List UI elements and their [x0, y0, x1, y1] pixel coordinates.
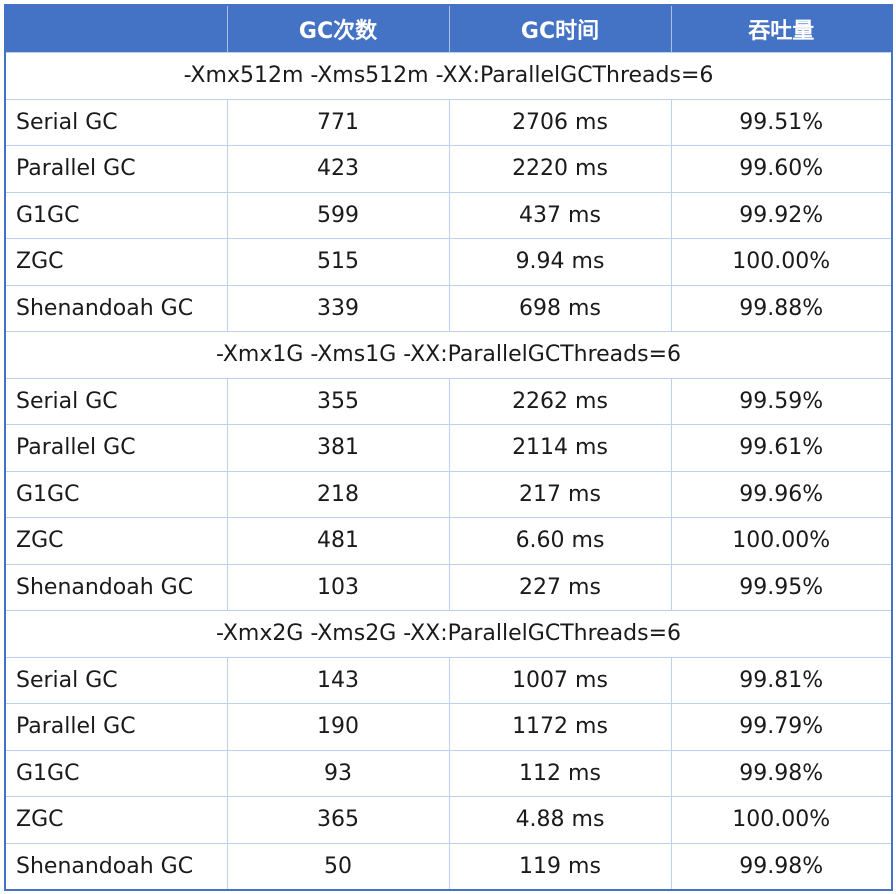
table-row: Shenandoah GC 50 119 ms 99.98% [4, 842, 893, 891]
header-gc-count: GC次数 [226, 5, 450, 53]
gc-comparison-table: GC次数 GC时间 吞吐量 -Xmx512m -Xms512m -XX:Para… [4, 4, 893, 891]
table-row: Shenandoah GC 339 698 ms 99.88% [4, 284, 893, 332]
group-title: -Xmx1G -Xms1G -XX:ParallelGCThreads=6 [4, 331, 893, 379]
throughput-cell: 99.92% [670, 191, 893, 239]
group-title: -Xmx2G -Xms2G -XX:ParallelGCThreads=6 [4, 610, 893, 658]
table-row: Parallel GC 190 1172 ms 99.79% [4, 703, 893, 751]
throughput-cell: 99.98% [670, 749, 893, 797]
gc-name-cell: Serial GC [4, 656, 228, 704]
table-row: ZGC 515 9.94 ms 100.00% [4, 238, 893, 286]
gc-time-cell: 437 ms [448, 191, 672, 239]
gc-time-cell: 6.60 ms [448, 517, 672, 565]
table-row: Parallel GC 381 2114 ms 99.61% [4, 424, 893, 472]
gc-name-cell: Parallel GC [4, 145, 228, 193]
gc-count-cell: 481 [226, 517, 450, 565]
group-title-row: -Xmx512m -Xms512m -XX:ParallelGCThreads=… [4, 52, 893, 100]
gc-time-cell: 1007 ms [448, 656, 672, 704]
gc-time-cell: 2220 ms [448, 145, 672, 193]
gc-time-cell: 2114 ms [448, 424, 672, 472]
throughput-cell: 99.59% [670, 377, 893, 425]
gc-name-cell: G1GC [4, 191, 228, 239]
table-row: ZGC 481 6.60 ms 100.00% [4, 517, 893, 565]
gc-time-cell: 2706 ms [448, 98, 672, 146]
header-throughput: 吞吐量 [670, 5, 893, 53]
gc-time-cell: 698 ms [448, 284, 672, 332]
gc-count-cell: 50 [226, 842, 450, 891]
table-row: Serial GC 771 2706 ms 99.51% [4, 98, 893, 146]
gc-name-cell: G1GC [4, 470, 228, 518]
gc-time-cell: 2262 ms [448, 377, 672, 425]
throughput-cell: 99.81% [670, 656, 893, 704]
table-row: G1GC 93 112 ms 99.98% [4, 749, 893, 797]
gc-time-cell: 112 ms [448, 749, 672, 797]
throughput-cell: 99.88% [670, 284, 893, 332]
gc-name-cell: Parallel GC [4, 703, 228, 751]
gc-time-cell: 227 ms [448, 563, 672, 611]
gc-count-cell: 365 [226, 796, 450, 844]
gc-comparison-table-wrapper: GC次数 GC时间 吞吐量 -Xmx512m -Xms512m -XX:Para… [4, 4, 893, 891]
table-row: G1GC 218 217 ms 99.96% [4, 470, 893, 518]
table-row: Shenandoah GC 103 227 ms 99.95% [4, 563, 893, 611]
header-blank [4, 5, 228, 53]
gc-time-cell: 119 ms [448, 842, 672, 891]
throughput-cell: 100.00% [670, 517, 893, 565]
table-row: ZGC 365 4.88 ms 100.00% [4, 796, 893, 844]
group-title-row: -Xmx1G -Xms1G -XX:ParallelGCThreads=6 [4, 331, 893, 379]
throughput-cell: 99.61% [670, 424, 893, 472]
gc-name-cell: ZGC [4, 796, 228, 844]
gc-count-cell: 190 [226, 703, 450, 751]
group-title: -Xmx512m -Xms512m -XX:ParallelGCThreads=… [4, 52, 893, 100]
table-row: Serial GC 143 1007 ms 99.81% [4, 656, 893, 704]
table-row: Parallel GC 423 2220 ms 99.60% [4, 145, 893, 193]
gc-name-cell: ZGC [4, 517, 228, 565]
table-header-row: GC次数 GC时间 吞吐量 [4, 5, 893, 53]
gc-time-cell: 1172 ms [448, 703, 672, 751]
throughput-cell: 100.00% [670, 238, 893, 286]
gc-name-cell: ZGC [4, 238, 228, 286]
gc-name-cell: Serial GC [4, 98, 228, 146]
gc-name-cell: Shenandoah GC [4, 284, 228, 332]
gc-count-cell: 93 [226, 749, 450, 797]
gc-name-cell: Parallel GC [4, 424, 228, 472]
table-body: -Xmx512m -Xms512m -XX:ParallelGCThreads=… [4, 52, 893, 891]
table-row: G1GC 599 437 ms 99.92% [4, 191, 893, 239]
gc-count-cell: 599 [226, 191, 450, 239]
throughput-cell: 99.51% [670, 98, 893, 146]
gc-count-cell: 515 [226, 238, 450, 286]
table-row: Serial GC 355 2262 ms 99.59% [4, 377, 893, 425]
gc-count-cell: 143 [226, 656, 450, 704]
gc-time-cell: 4.88 ms [448, 796, 672, 844]
group-title-row: -Xmx2G -Xms2G -XX:ParallelGCThreads=6 [4, 610, 893, 658]
gc-name-cell: G1GC [4, 749, 228, 797]
gc-count-cell: 339 [226, 284, 450, 332]
gc-name-cell: Shenandoah GC [4, 842, 228, 891]
gc-time-cell: 9.94 ms [448, 238, 672, 286]
gc-count-cell: 355 [226, 377, 450, 425]
gc-time-cell: 217 ms [448, 470, 672, 518]
gc-count-cell: 381 [226, 424, 450, 472]
throughput-cell: 99.79% [670, 703, 893, 751]
gc-name-cell: Serial GC [4, 377, 228, 425]
gc-count-cell: 218 [226, 470, 450, 518]
gc-count-cell: 103 [226, 563, 450, 611]
throughput-cell: 99.98% [670, 842, 893, 891]
gc-count-cell: 423 [226, 145, 450, 193]
throughput-cell: 99.95% [670, 563, 893, 611]
gc-name-cell: Shenandoah GC [4, 563, 228, 611]
throughput-cell: 99.60% [670, 145, 893, 193]
gc-count-cell: 771 [226, 98, 450, 146]
throughput-cell: 100.00% [670, 796, 893, 844]
throughput-cell: 99.96% [670, 470, 893, 518]
header-gc-time: GC时间 [448, 5, 672, 53]
